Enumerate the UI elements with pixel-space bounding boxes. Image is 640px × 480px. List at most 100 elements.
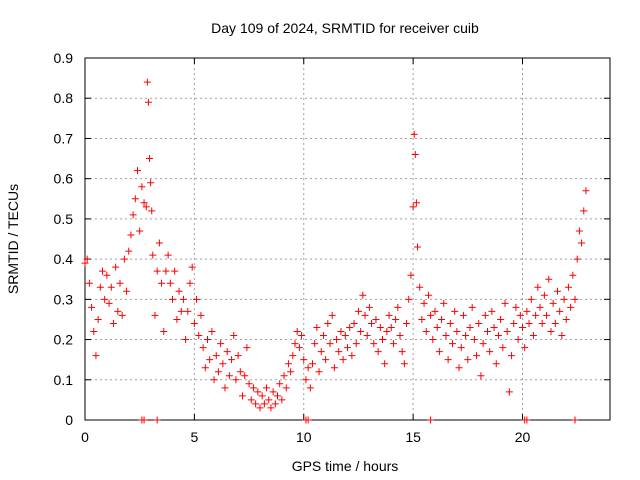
- data-point: [497, 315, 505, 323]
- data-point: [569, 271, 577, 279]
- data-point: [256, 404, 264, 412]
- data-point: [134, 167, 141, 175]
- data-point: [295, 344, 303, 352]
- data-point: [164, 251, 172, 259]
- data-point: [499, 344, 507, 352]
- data-point: [138, 183, 146, 191]
- data-point: [446, 319, 454, 327]
- data-point: [188, 263, 196, 271]
- data-point: [420, 299, 428, 307]
- data-point: [416, 283, 424, 291]
- data-point: [274, 392, 281, 400]
- data-point: [158, 279, 166, 287]
- data-point: [260, 400, 268, 408]
- data-point: [190, 319, 198, 327]
- data-point: [280, 372, 288, 380]
- data-point: [241, 372, 249, 380]
- data-point: [324, 319, 332, 327]
- data-point: [197, 311, 205, 319]
- data-point: [582, 187, 590, 195]
- data-point: [339, 356, 347, 364]
- data-point: [462, 332, 470, 340]
- data-point: [361, 311, 369, 319]
- data-point: [243, 344, 251, 352]
- data-point: [389, 340, 397, 348]
- data-point: [573, 255, 581, 263]
- data-point: [326, 340, 334, 348]
- data-point: [234, 352, 242, 360]
- data-point: [223, 348, 231, 356]
- data-point: [315, 368, 323, 376]
- data-point: [431, 307, 439, 315]
- data-point: [562, 315, 570, 323]
- data-point: [540, 291, 548, 299]
- data-point: [556, 307, 564, 315]
- data-point: [529, 332, 537, 340]
- data-point: [512, 303, 520, 311]
- data-point: [114, 307, 122, 315]
- data-point: [179, 295, 187, 303]
- data-point: [149, 251, 157, 259]
- data-point: [538, 319, 546, 327]
- data-point: [368, 319, 376, 327]
- data-point: [278, 396, 286, 404]
- zero-data-point: [304, 416, 312, 424]
- data-point: [284, 360, 292, 368]
- data-point: [247, 396, 255, 404]
- data-point: [527, 295, 535, 303]
- data-point: [212, 352, 220, 360]
- data-point: [346, 323, 354, 331]
- data-point: [435, 348, 443, 356]
- data-point: [357, 328, 365, 336]
- data-point: [359, 291, 367, 299]
- data-point: [239, 392, 246, 400]
- data-point: [105, 299, 113, 307]
- data-point: [193, 295, 201, 303]
- data-point: [341, 332, 349, 340]
- data-point: [571, 295, 579, 303]
- data-point: [92, 352, 100, 360]
- y-tick-label: 0: [65, 412, 73, 428]
- data-point: [206, 356, 214, 364]
- data-point: [457, 344, 465, 352]
- data-point: [410, 130, 418, 138]
- data-point: [88, 303, 96, 311]
- data-point: [129, 211, 137, 219]
- data-point: [142, 203, 150, 211]
- zero-data-point: [140, 416, 148, 424]
- data-point: [484, 328, 491, 336]
- data-point: [514, 336, 522, 344]
- data-point: [453, 328, 461, 336]
- data-point: [201, 364, 209, 372]
- data-point: [543, 311, 551, 319]
- data-point: [352, 340, 360, 348]
- data-point: [335, 348, 343, 356]
- data-point: [398, 348, 406, 356]
- data-point: [144, 98, 152, 106]
- y-tick-label: 0.7: [54, 130, 74, 146]
- data-point: [293, 328, 301, 336]
- data-point: [236, 368, 244, 376]
- data-point: [208, 328, 216, 336]
- data-point: [387, 323, 395, 331]
- data-point: [473, 352, 481, 360]
- data-point: [151, 311, 159, 319]
- y-tick-label: 0.3: [54, 291, 74, 307]
- data-point: [112, 263, 120, 271]
- data-point: [249, 384, 257, 392]
- x-tick-label: 10: [296, 429, 312, 445]
- data-point: [344, 344, 351, 352]
- data-point: [166, 279, 174, 287]
- data-point: [217, 340, 225, 348]
- data-point: [501, 299, 509, 307]
- data-point: [300, 356, 308, 364]
- data-point: [330, 364, 338, 372]
- data-point: [376, 323, 384, 331]
- data-point: [381, 360, 389, 368]
- data-point: [177, 307, 185, 315]
- data-point: [486, 348, 494, 356]
- data-point: [337, 328, 345, 336]
- data-point: [354, 307, 362, 315]
- data-point: [551, 319, 559, 327]
